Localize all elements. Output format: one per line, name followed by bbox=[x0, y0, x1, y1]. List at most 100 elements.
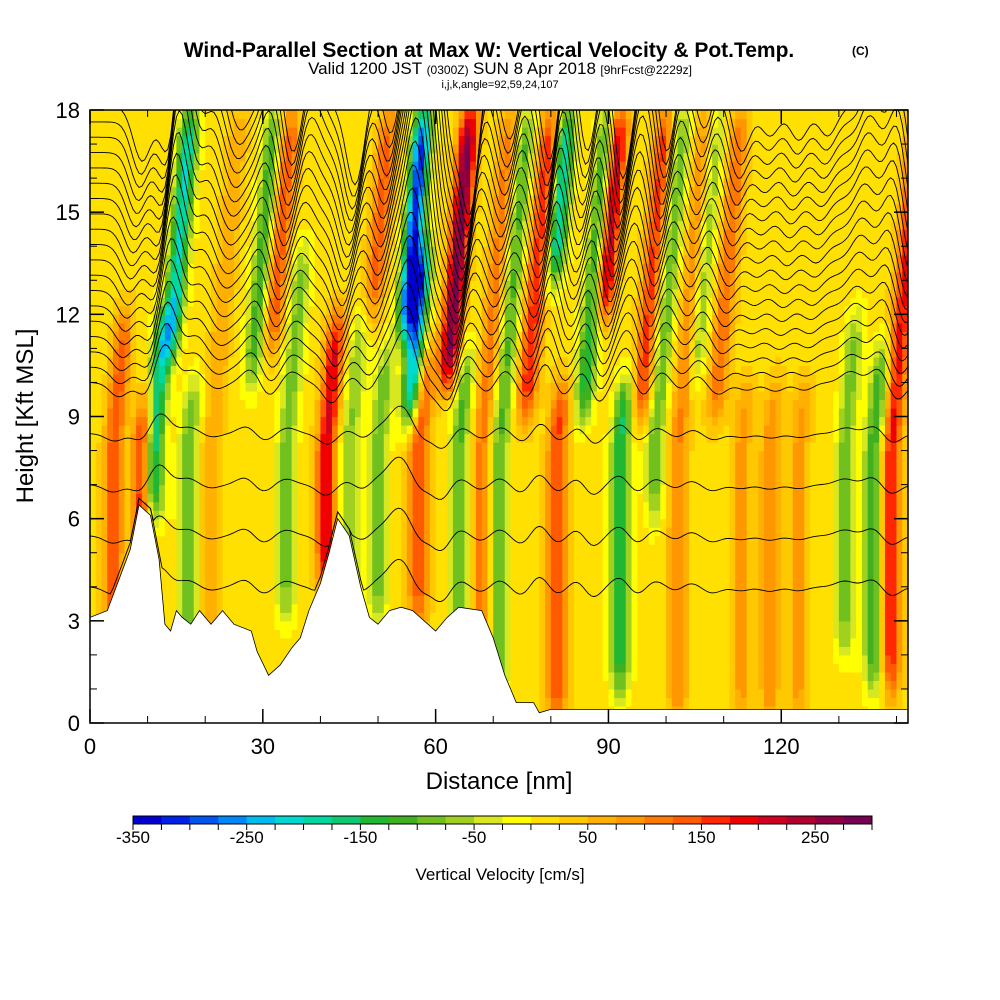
w-cell bbox=[424, 527, 431, 537]
w-cell bbox=[199, 237, 206, 247]
w-cell bbox=[481, 407, 489, 418]
w-cell bbox=[222, 288, 229, 298]
w-cell bbox=[412, 169, 419, 179]
w-cell bbox=[303, 297, 310, 307]
w-cell bbox=[291, 510, 298, 520]
w-cell bbox=[234, 195, 241, 205]
w-cell bbox=[182, 110, 189, 120]
w-cell bbox=[159, 467, 166, 477]
w-cell bbox=[118, 467, 126, 477]
w-cell bbox=[187, 416, 195, 426]
w-cell bbox=[118, 339, 126, 349]
w-cell bbox=[251, 305, 258, 315]
w-cell bbox=[308, 527, 316, 537]
w-cell bbox=[435, 348, 442, 358]
w-cell bbox=[297, 152, 304, 162]
w-cell bbox=[285, 433, 293, 443]
w-cell bbox=[216, 161, 224, 171]
w-cell bbox=[383, 442, 391, 452]
w-cell bbox=[164, 220, 172, 230]
w-cell bbox=[308, 322, 316, 332]
w-cell bbox=[228, 407, 235, 418]
w-cell bbox=[447, 203, 454, 213]
w-cell bbox=[90, 399, 97, 409]
w-cell bbox=[285, 518, 293, 528]
w-cell bbox=[124, 450, 131, 460]
w-cell bbox=[164, 561, 172, 571]
w-cell bbox=[297, 595, 304, 605]
w-cell bbox=[435, 305, 442, 315]
w-cell bbox=[118, 229, 126, 239]
w-cell bbox=[239, 373, 247, 384]
w-cell bbox=[389, 254, 396, 264]
w-cell bbox=[412, 178, 419, 188]
w-cell bbox=[268, 144, 275, 154]
w-cell bbox=[441, 118, 448, 128]
w-cell bbox=[187, 535, 195, 545]
w-cell bbox=[458, 416, 466, 426]
w-cell bbox=[90, 220, 97, 230]
w-cell bbox=[326, 237, 333, 247]
w-cell bbox=[429, 263, 437, 273]
w-cell bbox=[95, 365, 103, 375]
w-cell bbox=[303, 382, 310, 392]
w-cell bbox=[481, 501, 489, 511]
w-cell bbox=[314, 365, 322, 375]
w-cell bbox=[107, 118, 114, 128]
chart-title: Wind-Parallel Section at Max W: Vertical… bbox=[184, 39, 795, 62]
w-cell bbox=[251, 501, 258, 511]
w-cell bbox=[389, 365, 396, 375]
w-cell bbox=[274, 484, 281, 494]
w-cell bbox=[245, 390, 252, 401]
w-cell bbox=[458, 501, 466, 511]
w-cell bbox=[222, 399, 229, 409]
w-cell bbox=[360, 569, 368, 579]
w-cell bbox=[228, 467, 235, 477]
w-cell bbox=[418, 407, 425, 418]
w-cell bbox=[199, 135, 206, 145]
w-cell bbox=[343, 110, 350, 120]
w-cell bbox=[251, 518, 258, 528]
w-cell bbox=[412, 348, 419, 358]
w-cell bbox=[159, 161, 166, 171]
w-cell bbox=[320, 484, 327, 494]
w-cell bbox=[205, 169, 212, 179]
w-cell bbox=[245, 586, 252, 596]
w-cell bbox=[257, 331, 264, 341]
w-cell bbox=[360, 493, 368, 503]
w-cell bbox=[412, 527, 419, 537]
w-cell bbox=[228, 527, 235, 537]
w-cell bbox=[435, 493, 442, 503]
w-cell bbox=[228, 578, 235, 588]
w-cell bbox=[164, 382, 172, 392]
w-cell bbox=[141, 178, 149, 188]
w-cell bbox=[239, 144, 247, 154]
w-cell bbox=[418, 280, 425, 290]
w-cell bbox=[182, 578, 189, 588]
w-cell bbox=[95, 476, 103, 486]
w-cell bbox=[228, 271, 235, 281]
w-cell bbox=[280, 501, 287, 511]
w-cell bbox=[251, 322, 258, 332]
w-cell bbox=[95, 118, 103, 128]
w-cell bbox=[406, 339, 414, 349]
w-cell bbox=[372, 322, 379, 332]
w-cell bbox=[314, 229, 322, 239]
w-cell bbox=[349, 476, 356, 486]
w-cell bbox=[475, 229, 483, 239]
w-cell bbox=[262, 203, 270, 213]
w-cell bbox=[464, 314, 471, 324]
w-cell bbox=[475, 467, 483, 477]
w-cell bbox=[268, 510, 275, 520]
w-cell bbox=[481, 586, 489, 596]
w-cell bbox=[435, 220, 442, 230]
w-cell bbox=[251, 212, 258, 222]
w-cell bbox=[257, 646, 264, 656]
w-cell bbox=[337, 212, 345, 222]
w-cell bbox=[378, 339, 385, 349]
w-cell bbox=[441, 305, 448, 315]
w-cell bbox=[170, 331, 178, 341]
w-cell bbox=[343, 322, 350, 332]
w-cell bbox=[475, 501, 483, 511]
w-cell bbox=[118, 135, 126, 145]
